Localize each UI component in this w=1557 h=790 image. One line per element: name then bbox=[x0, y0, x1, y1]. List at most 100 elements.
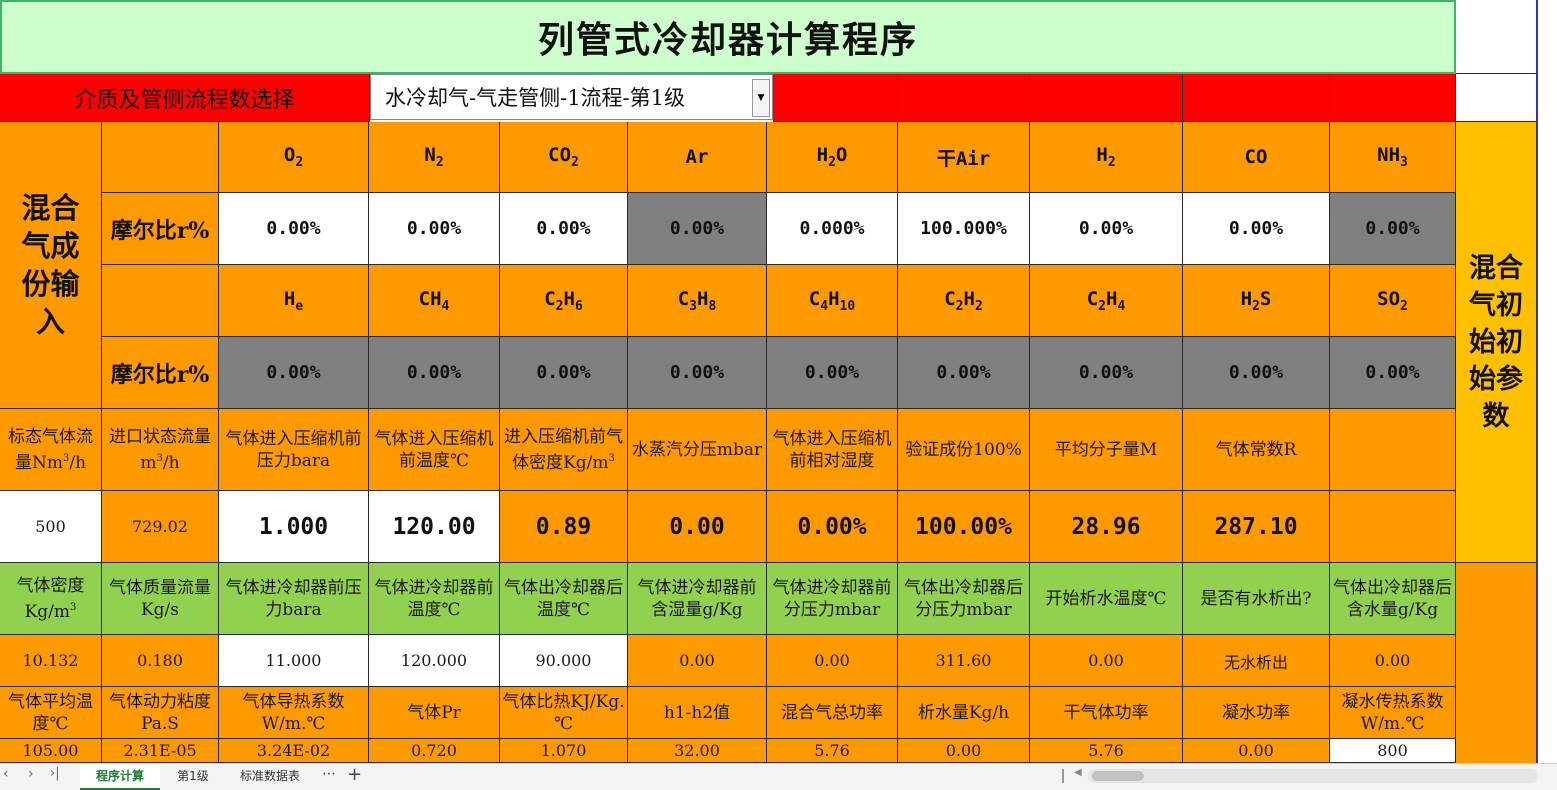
gas-molar-input[interactable]: 0.00% bbox=[767, 337, 898, 409]
gas-molar-input[interactable]: 100.000% bbox=[898, 193, 1030, 265]
formula-subscript: 2 bbox=[828, 155, 836, 170]
param-value-cell: 5.76 bbox=[1030, 739, 1183, 763]
formula-subscript: 3 bbox=[689, 298, 697, 314]
param-value: 1.070 bbox=[540, 741, 587, 760]
gas-molar-value: 0.00% bbox=[804, 362, 860, 383]
red-cell bbox=[1330, 74, 1456, 122]
formula-subscript: 8 bbox=[708, 298, 717, 314]
gas-molar-input[interactable]: 0.00% bbox=[369, 193, 500, 265]
sheet-tab-stage1[interactable]: 第1级 bbox=[177, 769, 209, 783]
formula-part: H bbox=[963, 287, 975, 310]
param-label-text: 进入压缩机前气体密度Kg/m bbox=[504, 426, 623, 473]
param-label-text: 干气体功率 bbox=[1063, 702, 1149, 723]
gas-molar-input[interactable]: 0.00% bbox=[500, 193, 628, 265]
more-sheets-icon[interactable]: ⋯ bbox=[322, 766, 336, 782]
gas-molar-input[interactable]: 0.00% bbox=[628, 337, 767, 409]
gas-formula: CO bbox=[1245, 146, 1268, 168]
param-label: 水蒸汽分压mbar bbox=[630, 439, 764, 461]
horizontal-scrollbar[interactable] bbox=[1088, 769, 1538, 783]
gas-molar-input[interactable]: 0.00% bbox=[1030, 337, 1183, 409]
param-label: 气体密度Kg/m3 bbox=[0, 575, 101, 623]
gas-formula: C4H10 bbox=[809, 288, 855, 314]
gas-molar-input[interactable]: 0.00% bbox=[628, 193, 767, 265]
gas-molar-input[interactable]: 0.00% bbox=[219, 337, 369, 409]
gas-molar-input[interactable]: 0.00% bbox=[1183, 193, 1330, 265]
gas-molar-input[interactable]: 0.000% bbox=[767, 193, 898, 265]
param-header-cell: 气体平均温度℃ bbox=[0, 687, 102, 739]
param-value: 311.60 bbox=[935, 651, 992, 670]
gas-molar-input[interactable]: 0.00% bbox=[1030, 193, 1183, 265]
param-value-cell[interactable]: 800 bbox=[1330, 739, 1456, 763]
process-select[interactable]: 水冷却气-气走管侧-1流程-第1级 ▼ bbox=[370, 74, 773, 120]
param-header-cell: 析水量Kg/h bbox=[898, 687, 1030, 739]
formula-subscript: 6 bbox=[574, 298, 583, 314]
gas-header-cell: H2O bbox=[767, 122, 898, 193]
gas-formula: C2H6 bbox=[544, 288, 583, 314]
gas-molar-input[interactable]: 0.00% bbox=[219, 193, 369, 265]
param-value: 0.00 bbox=[679, 651, 715, 670]
gas-molar-input[interactable]: 0.00% bbox=[1330, 193, 1456, 265]
sheet-tab-calc[interactable]: 程序计算 bbox=[80, 764, 160, 790]
gas-molar-input[interactable]: 0.00% bbox=[1183, 337, 1330, 409]
param-label-text: 标态气体流量Nm bbox=[8, 426, 93, 473]
sheet-tab-standard[interactable]: 标准数据表 bbox=[239, 769, 300, 783]
mixture-input-label: 混合气成份输入 bbox=[21, 191, 80, 339]
param-value: 0.00 bbox=[814, 651, 850, 670]
add-sheet-icon[interactable]: + bbox=[347, 764, 363, 785]
formula-part: SO bbox=[1377, 287, 1401, 310]
param-value-cell[interactable]: 500 bbox=[0, 491, 102, 563]
gas-formula: 干Air bbox=[937, 144, 990, 171]
gas-molar-input[interactable]: 0.00% bbox=[500, 337, 628, 409]
param-label-text: 气体进入压缩机前温度℃ bbox=[374, 428, 494, 471]
param-header-cell: 是否有水析出? bbox=[1183, 563, 1330, 635]
param-header-cell: 水蒸汽分压mbar bbox=[628, 409, 767, 491]
formula-subscript: 2 bbox=[571, 155, 579, 170]
param-value: 0.00 bbox=[945, 741, 982, 760]
param-value: 28.96 bbox=[1071, 513, 1141, 540]
param-header-cell: h1-h2值 bbox=[628, 687, 767, 739]
last-sheet-icon[interactable]: ›| bbox=[50, 766, 60, 781]
param-value-cell[interactable]: 11.000 bbox=[219, 635, 369, 687]
param-label: 凝水功率 bbox=[1220, 702, 1292, 724]
param-value-cell: 0.00% bbox=[767, 491, 898, 563]
param-label-text: 气体进冷却器前含湿量g/Kg bbox=[637, 577, 757, 620]
scroll-left-icon[interactable]: ◀ bbox=[1074, 767, 1082, 778]
param-value: 11.000 bbox=[265, 651, 322, 670]
param-value: 1.000 bbox=[258, 513, 329, 540]
param-label-text: 气体密度Kg/m bbox=[16, 575, 85, 622]
param-label-text: 气体进冷却器前压力bara bbox=[225, 577, 362, 620]
gas-formula: H2S bbox=[1241, 288, 1272, 314]
scrollbar-thumb[interactable] bbox=[1092, 771, 1144, 781]
prev-sheet-icon[interactable]: › bbox=[28, 766, 34, 782]
gas-formula: CO2 bbox=[548, 144, 579, 170]
first-sheet-icon[interactable]: ‹ bbox=[3, 766, 9, 782]
white-cell bbox=[1456, 74, 1538, 122]
gas-molar-value: 0.00% bbox=[1078, 218, 1134, 239]
param-header-cell: 气体进入压缩机前相对湿度 bbox=[767, 409, 898, 491]
formula-subscript: 2 bbox=[1400, 298, 1408, 314]
param-value: 0.180 bbox=[137, 651, 183, 670]
gas-molar-input[interactable]: 0.00% bbox=[369, 337, 500, 409]
gas-formula: NH3 bbox=[1377, 144, 1408, 170]
dropdown-arrow-icon[interactable]: ▼ bbox=[752, 79, 770, 117]
param-value-cell[interactable]: 120.00 bbox=[369, 491, 500, 563]
param-value-cell[interactable]: 1.000 bbox=[219, 491, 369, 563]
gas-molar-input[interactable]: 0.00% bbox=[1330, 337, 1456, 409]
param-label-text: 气体Pr bbox=[407, 702, 461, 723]
param-header-cell: 气体导热系数W/m.℃ bbox=[219, 687, 369, 739]
param-value-cell[interactable]: 90.000 bbox=[500, 635, 628, 687]
gas-formula: C3H8 bbox=[678, 288, 717, 314]
param-header-cell: 气体Pr bbox=[369, 687, 500, 739]
param-label-text: 气体进入压缩机前压力bara bbox=[225, 428, 362, 471]
param-value: 0.89 bbox=[535, 513, 592, 540]
param-value: 3.24E-02 bbox=[256, 741, 331, 760]
formula-part: Ar bbox=[685, 146, 709, 168]
param-header-cell: 气体进冷却器前含湿量g/Kg bbox=[628, 563, 767, 635]
param-header-cell bbox=[1330, 409, 1456, 491]
gas-formula: H2O bbox=[817, 144, 848, 170]
param-value-cell[interactable]: 120.000 bbox=[369, 635, 500, 687]
param-label: 气体进冷却器前含湿量g/Kg bbox=[628, 577, 766, 621]
gas-molar-input[interactable]: 0.00% bbox=[898, 337, 1030, 409]
gas-molar-value: 0.00% bbox=[536, 218, 591, 239]
param-header-cell: 气体进冷却器前分压力mbar bbox=[767, 563, 898, 635]
